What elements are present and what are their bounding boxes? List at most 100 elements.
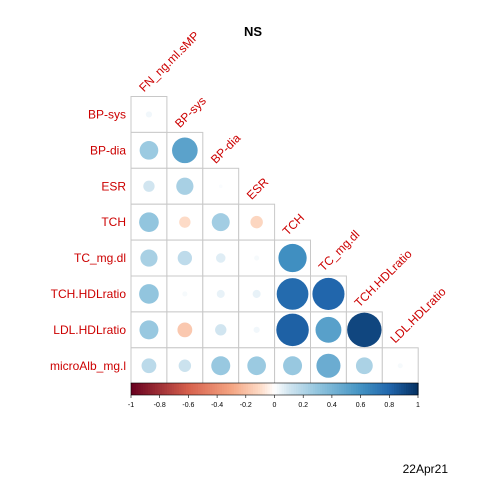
correlation-circle — [139, 212, 159, 232]
colorbar-segment — [164, 383, 168, 395]
row-label: TCH.HDLratio — [51, 287, 127, 301]
colorbar-segment — [169, 383, 173, 395]
column-label: ESR — [244, 175, 272, 203]
colorbar-segment — [346, 383, 350, 395]
colorbar-segment — [389, 383, 393, 395]
correlation-circle — [178, 359, 192, 372]
correlation-circle — [218, 184, 223, 189]
colorbar-segment — [219, 383, 223, 395]
colorbar-tick-label: -0.2 — [240, 402, 252, 409]
colorbar-segment — [135, 383, 139, 395]
correlation-circle — [211, 356, 231, 376]
colorbar-segment — [384, 383, 388, 395]
colorbar-segment — [396, 383, 400, 395]
colorbar-segment — [303, 383, 307, 395]
correlation-circle — [276, 278, 309, 310]
colorbar-segment — [391, 383, 395, 395]
colorbar-segment — [152, 383, 156, 395]
colorbar-segment — [214, 383, 218, 395]
colorbar-segment — [200, 383, 204, 395]
colorbar-tick-label: -0.4 — [211, 402, 223, 409]
colorbar-segment — [322, 383, 326, 395]
colorbar-segment — [272, 383, 276, 395]
colorbar-segment — [343, 383, 347, 395]
correlation-circle — [177, 322, 193, 338]
colorbar-tick-label: 0.6 — [356, 402, 366, 409]
colorbar-segment — [159, 383, 163, 395]
colorbar-segment — [382, 383, 386, 395]
colorbar-segment — [145, 383, 149, 395]
column-label: TC_mg.dl — [316, 227, 363, 274]
colorbar-segment — [207, 383, 211, 395]
colorbar-segment — [166, 383, 170, 395]
colorbar-segment — [276, 383, 280, 395]
correlation-circle — [312, 277, 345, 311]
colorbar-segment — [238, 383, 242, 395]
colorbar-segment — [131, 383, 134, 395]
colorbar-segment — [370, 383, 374, 395]
correlation-circle — [140, 249, 158, 267]
correlation-circle — [139, 141, 159, 160]
colorbar-segment — [305, 383, 309, 395]
colorbar-segment — [183, 383, 187, 395]
correlation-circle — [216, 289, 225, 298]
correlation-circle — [315, 316, 342, 343]
colorbar-segment — [372, 383, 376, 395]
colorbar-tick-label: 1 — [416, 402, 420, 409]
colorbar-segment — [205, 383, 209, 395]
row-label: ESR — [101, 179, 126, 193]
colorbar-tick-label: -0.8 — [154, 402, 166, 409]
colorbar-segment — [274, 383, 278, 395]
colorbar-segment — [362, 383, 366, 395]
colorbar-segment — [307, 383, 311, 395]
colorbar-segment — [269, 383, 273, 395]
correlation-circle — [215, 324, 227, 336]
correlation-circle — [316, 353, 341, 378]
correlation-circle — [253, 326, 260, 333]
colorbar-segment — [188, 383, 192, 395]
colorbar-segment — [379, 383, 383, 395]
row-label: BP-dia — [90, 143, 126, 157]
correlation-circle — [145, 111, 153, 118]
colorbar-segment — [267, 383, 271, 395]
colorbar-segment — [197, 383, 201, 395]
correlation-circle — [143, 180, 155, 192]
correlation-circle — [216, 253, 226, 263]
correlation-circle — [177, 250, 193, 266]
grid-cell — [166, 203, 204, 241]
correlation-circle — [247, 356, 266, 376]
colorbar-segment — [226, 383, 230, 395]
colorbar-segment — [212, 383, 216, 395]
row-label: LDL.HDLratio — [53, 323, 126, 337]
colorbar-segment — [398, 383, 402, 395]
colorbar-segment — [257, 383, 261, 395]
column-label: FN_ng.ml.sMP — [136, 29, 202, 95]
colorbar-segment — [190, 383, 194, 395]
colorbar-segment — [178, 383, 182, 395]
colorbar-segment — [367, 383, 371, 395]
colorbar-segment — [348, 383, 352, 395]
colorbar-segment — [231, 383, 235, 395]
colorbar-segment — [339, 383, 343, 395]
colorbar-segment — [351, 383, 355, 395]
correlation-circle — [139, 284, 159, 304]
correlation-circle — [276, 313, 309, 347]
colorbar-segment — [358, 383, 362, 395]
colorbar-tick-label: -0.6 — [182, 402, 194, 409]
colorbar-tick-label: 0 — [273, 402, 277, 409]
colorbar-segment — [406, 383, 410, 395]
colorbar-segment — [154, 383, 158, 395]
colorbar-segment — [324, 383, 328, 395]
correlation-circle — [250, 215, 263, 229]
colorbar-segment — [281, 383, 285, 395]
correlation-circle — [252, 289, 261, 298]
colorbar-segment — [300, 383, 304, 395]
colorbar-segment — [241, 383, 245, 395]
column-label: TCH.HDLratio — [352, 247, 415, 310]
colorbar-segment — [147, 383, 151, 395]
column-label: BP-sys — [172, 94, 209, 131]
correlation-circle — [254, 255, 260, 261]
correlation-circle — [397, 363, 403, 369]
colorbar-segment — [329, 383, 333, 395]
correlation-circle — [355, 357, 373, 375]
